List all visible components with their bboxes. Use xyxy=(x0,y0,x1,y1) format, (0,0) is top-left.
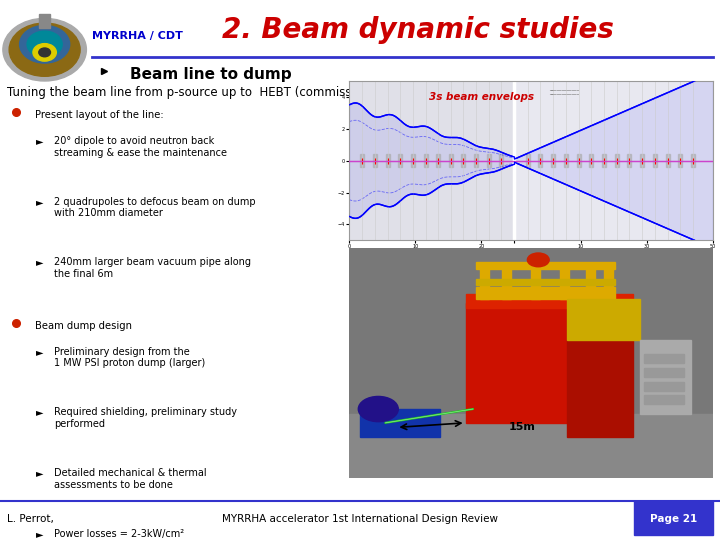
Text: ►: ► xyxy=(36,197,43,207)
Text: Detailed mechanical & thermal
assessments to be done: Detailed mechanical & thermal assessment… xyxy=(54,468,207,490)
Circle shape xyxy=(27,31,62,57)
Text: Page 21: Page 21 xyxy=(649,515,697,524)
Bar xyxy=(386,154,390,167)
Text: 15m: 15m xyxy=(509,422,536,433)
Bar xyxy=(349,81,515,240)
Text: MYRRHA accelerator 1st International Design Review: MYRRHA accelerator 1st International Des… xyxy=(222,515,498,524)
Bar xyxy=(477,262,615,269)
Text: ►: ► xyxy=(36,407,43,417)
Bar xyxy=(477,287,615,299)
Bar xyxy=(665,154,670,167)
Bar xyxy=(411,154,415,167)
Circle shape xyxy=(39,48,50,57)
Text: ►: ► xyxy=(36,258,43,267)
Bar xyxy=(502,265,511,299)
Bar xyxy=(474,154,478,167)
Bar xyxy=(515,81,713,240)
Text: 3s beam envelops: 3s beam envelops xyxy=(429,92,534,102)
Circle shape xyxy=(359,396,398,422)
Bar xyxy=(644,354,684,363)
Bar xyxy=(627,154,631,167)
Circle shape xyxy=(19,25,70,63)
Text: Preliminary design from the
1 MW PSI proton dump (larger): Preliminary design from the 1 MW PSI pro… xyxy=(54,347,205,368)
Text: ►: ► xyxy=(36,529,43,538)
Bar xyxy=(585,265,595,299)
Bar xyxy=(691,154,695,167)
Bar xyxy=(678,154,683,167)
Bar xyxy=(477,279,615,285)
Bar xyxy=(398,154,402,167)
Text: ►: ► xyxy=(36,136,43,146)
Bar xyxy=(640,340,691,414)
Bar xyxy=(449,154,453,167)
Text: MYRRHA / CDT: MYRRHA / CDT xyxy=(92,31,183,42)
Text: 20° dipole to avoid neutron back
streaming & ease the maintenance: 20° dipole to avoid neutron back streami… xyxy=(54,136,227,158)
Text: Beam line to dump: Beam line to dump xyxy=(130,68,291,83)
Bar xyxy=(634,501,713,535)
Bar xyxy=(373,154,377,167)
Text: ►: ► xyxy=(36,347,43,356)
Bar xyxy=(499,154,503,167)
Text: Present layout of the line:: Present layout of the line: xyxy=(35,110,163,120)
Bar xyxy=(653,154,657,167)
Bar xyxy=(564,154,568,167)
Text: ────────────
────────────: ──────────── ──────────── xyxy=(549,89,579,98)
Bar xyxy=(360,409,440,436)
Bar xyxy=(602,154,606,167)
Bar xyxy=(567,303,633,436)
Text: Required shielding, preliminary study
performed: Required shielding, preliminary study pe… xyxy=(54,407,237,429)
Bar xyxy=(560,265,570,299)
Bar xyxy=(531,265,540,299)
Text: Tuning the beam line from p-source up to  HEBT (commissioning, tuning & check): Tuning the beam line from p-source up to… xyxy=(7,86,490,99)
Text: 2. Beam dynamic studies: 2. Beam dynamic studies xyxy=(222,16,613,44)
Bar xyxy=(361,154,364,167)
Bar xyxy=(466,303,582,423)
Text: Power losses = 2-3kW/cm²: Power losses = 2-3kW/cm² xyxy=(54,529,184,538)
Bar xyxy=(539,154,542,167)
Bar xyxy=(589,154,593,167)
Text: 240mm larger beam vacuum pipe along
the final 6m: 240mm larger beam vacuum pipe along the … xyxy=(54,258,251,279)
Circle shape xyxy=(527,253,549,267)
Bar xyxy=(423,154,428,167)
Bar xyxy=(567,299,640,340)
Bar xyxy=(615,154,618,167)
Bar xyxy=(526,154,530,167)
Bar xyxy=(551,154,555,167)
Bar xyxy=(644,368,684,377)
Text: L. Perrot,: L. Perrot, xyxy=(7,515,54,524)
Bar xyxy=(480,265,489,299)
Bar xyxy=(644,395,684,404)
Text: 2 quadrupoles to defocus beam on dump
with 210mm diameter: 2 quadrupoles to defocus beam on dump wi… xyxy=(54,197,256,218)
Circle shape xyxy=(9,23,80,76)
Circle shape xyxy=(3,18,86,81)
Bar xyxy=(640,154,644,167)
Bar xyxy=(466,294,633,308)
Bar xyxy=(577,154,580,167)
Text: Beam dump design: Beam dump design xyxy=(35,321,132,330)
Bar xyxy=(487,154,490,167)
Circle shape xyxy=(33,44,56,61)
Bar xyxy=(603,265,613,299)
Bar xyxy=(436,154,440,167)
Bar xyxy=(39,14,50,28)
Bar xyxy=(349,414,713,478)
Bar xyxy=(462,154,465,167)
Bar xyxy=(644,381,684,391)
Text: ►: ► xyxy=(36,468,43,478)
